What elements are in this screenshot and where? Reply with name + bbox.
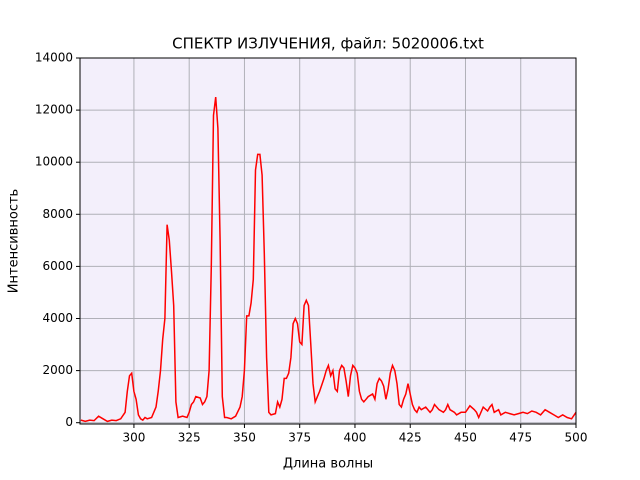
plot-area [80, 58, 576, 424]
x-tick-label: 500 [565, 431, 588, 445]
chart-title: СПЕКТР ИЗЛУЧЕНИЯ, файл: 5020006.txt [172, 35, 484, 53]
y-tick-label: 8000 [42, 207, 73, 221]
x-tick-label: 450 [454, 431, 477, 445]
x-tick-label: 475 [509, 431, 532, 445]
x-axis-label: Длина волны [283, 457, 373, 472]
y-tick-label: 6000 [42, 259, 73, 273]
plot-frame [79, 57, 577, 425]
x-tick-label: 375 [288, 431, 311, 445]
y-tick-label: 0 [65, 415, 73, 429]
y-tick-label: 2000 [42, 363, 73, 377]
x-tick-label: 300 [122, 431, 145, 445]
y-tick-label: 12000 [35, 103, 73, 117]
y-tick-label: 4000 [42, 311, 73, 325]
x-tick-label: 425 [399, 431, 422, 445]
spectrum-line [80, 97, 577, 423]
x-tick-label: 350 [233, 431, 256, 445]
y-axis-label: Интенсивность [7, 189, 22, 293]
y-tick-label: 14000 [35, 51, 73, 65]
x-tick-label: 400 [344, 431, 367, 445]
y-tick-label: 10000 [35, 155, 73, 169]
x-tick-label: 325 [178, 431, 201, 445]
